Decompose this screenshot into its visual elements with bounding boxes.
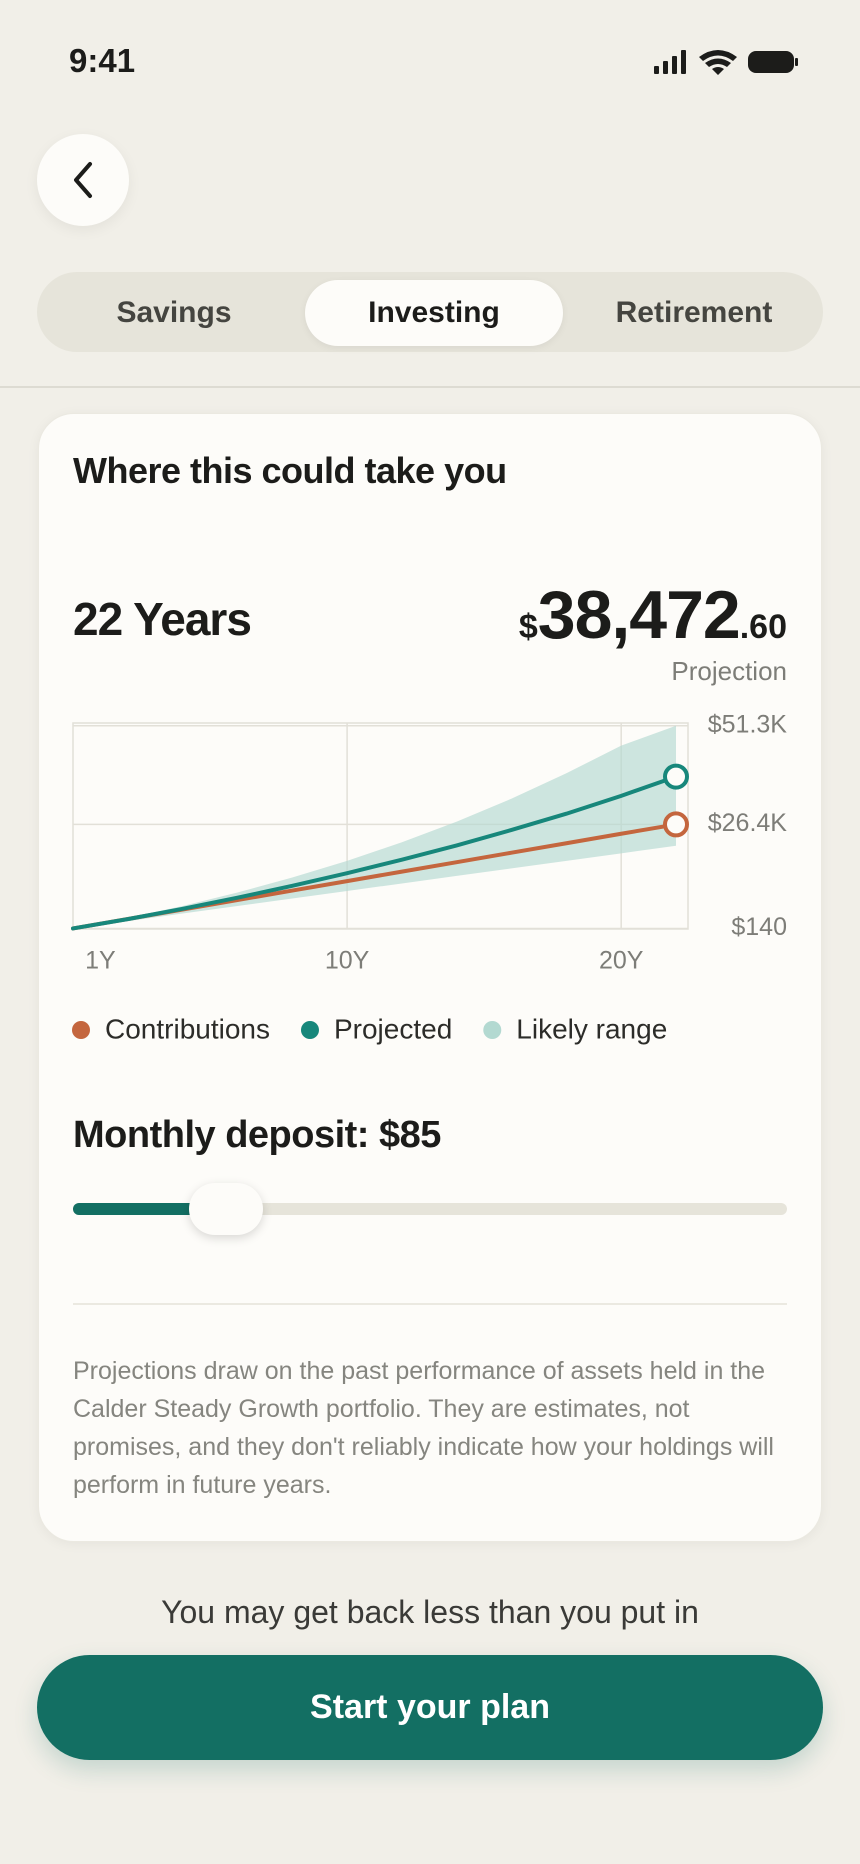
tab[interactable]: Investing: [305, 280, 563, 346]
risk-warning: You may get back less than you put in: [161, 1594, 699, 1630]
card: [38, 413, 822, 1542]
start-button[interactable]: Start your plan: [37, 1655, 823, 1760]
back-icon: [74, 162, 92, 198]
deposit-label: Monthly deposit: $85: [73, 1114, 441, 1156]
back-button[interactable]: [37, 134, 129, 226]
amount-whole: 38,472: [537, 577, 741, 653]
slider-fill: [73, 1203, 226, 1215]
status-icons: [654, 50, 798, 75]
divider: [0, 386, 860, 388]
duration: 22 Years: [73, 593, 252, 645]
card-title: Where this could take you: [73, 450, 507, 491]
tab[interactable]: Savings: [116, 296, 232, 329]
amount: $38,472.60: [519, 576, 787, 654]
disclaimer: Projections draw on the past performance…: [73, 1357, 774, 1499]
amount-cents: .60: [739, 608, 787, 646]
slider-thumb[interactable]: [189, 1183, 263, 1235]
amount-label: Projection: [671, 656, 787, 686]
status-time: 9:41: [69, 42, 136, 79]
tab-bar: Savings Investing Retirement: [37, 272, 823, 352]
currency: $: [518, 608, 538, 646]
tab[interactable]: Retirement: [615, 296, 773, 329]
divider: [73, 1303, 787, 1305]
